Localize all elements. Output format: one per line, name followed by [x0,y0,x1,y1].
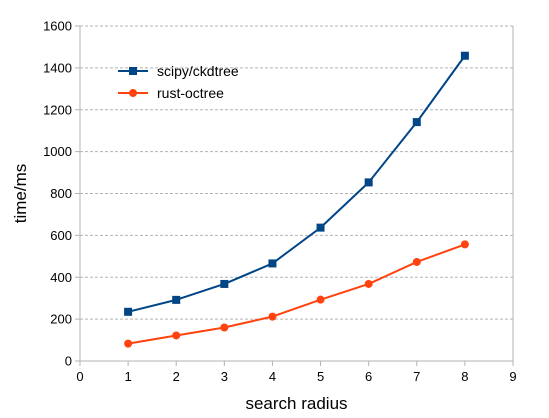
y-tick-label: 1000 [43,144,72,159]
y-tick-label: 1200 [43,102,72,117]
x-tick-label: 7 [413,369,420,384]
tick-labels: 0 200 400 600 800 1000 1200 1400 1600 0 1 2 3 4 5 6 7 8 9 [43,19,517,385]
x-tick-label: 9 [509,369,516,384]
data-point-rust-octree [412,257,421,266]
gridlines [80,25,513,320]
data-point-scipy-ckdtree [412,118,421,127]
y-tick-label: 200 [50,312,72,327]
data-point-scipy-ckdtree [268,259,277,268]
x-axis-title: search radius [245,394,347,413]
y-axis-title: time/ms [11,164,30,224]
data-point-scipy-ckdtree [172,295,181,304]
legend-label-scipy-ckdtree: scipy/ckdtree [157,63,239,79]
y-tick-label: 400 [50,270,72,285]
data-point-scipy-ckdtree [316,223,325,232]
y-tick-label: 800 [50,186,72,201]
data-point-rust-octree [172,331,181,340]
y-tick-label: 0 [65,354,72,369]
x-tick-label: 3 [221,369,228,384]
y-tick-label: 600 [50,228,72,243]
x-tick-label: 8 [461,369,468,384]
series-line-rust-octree [127,243,466,345]
data-point-rust-octree [220,323,229,332]
data-series [124,51,469,348]
data-point-rust-octree [316,295,325,304]
data-point-rust-octree [268,312,277,321]
x-tick-label: 5 [317,369,324,384]
data-point-scipy-ckdtree [460,51,469,60]
x-tick-label: 2 [173,369,180,384]
data-point-scipy-ckdtree [364,178,373,187]
x-tick-label: 4 [269,369,276,384]
data-point-scipy-ckdtree [220,279,229,288]
legend-square-marker-icon [129,67,137,75]
series-line-scipy-ckdtree [127,55,466,313]
data-point-rust-octree [124,339,133,348]
data-point-rust-octree [460,240,469,249]
legend-entry-scipy-ckdtree: scipy/ckdtree [118,63,239,79]
x-tick-label: 6 [365,369,372,384]
y-tick-label: 1400 [43,60,72,75]
data-point-rust-octree [364,279,373,288]
legend-label-rust-octree: rust-octree [157,85,224,101]
legend-circle-marker-icon [129,89,137,97]
data-point-scipy-ckdtree [124,307,133,316]
x-tick-label: 1 [124,369,131,384]
y-tick-label: 1600 [43,19,72,34]
legend: scipy/ckdtree rust-octree [118,63,239,101]
legend-entry-rust-octree: rust-octree [118,85,224,101]
x-tick-label: 0 [76,369,83,384]
